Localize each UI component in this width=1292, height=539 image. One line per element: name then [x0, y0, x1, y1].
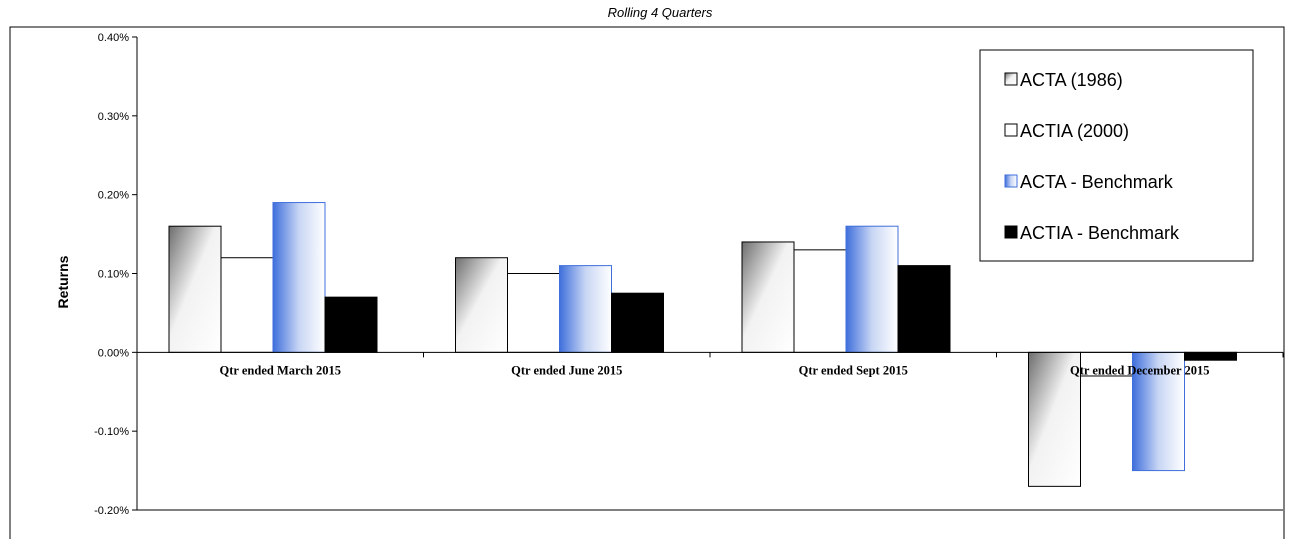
bar-4-1 [324, 296, 378, 353]
bar-1-1 [168, 225, 222, 353]
bar-1-2 [455, 257, 508, 353]
bar-2-2 [507, 273, 560, 353]
legend-label: ACTIA - Benchmark [1020, 223, 1180, 243]
y-tick-label: 0.10% [98, 269, 129, 281]
legend-box [979, 49, 1254, 262]
bar-3-4 [1132, 351, 1185, 472]
y-tick-label: 0.20% [98, 190, 129, 202]
bar-2-1 [220, 257, 274, 353]
legend: ACTA (1986) ACTIA (2000) ACTA - Benchmark A… [979, 49, 1254, 262]
bar-2-3 [793, 249, 847, 353]
legend-label: ACTA - Benchmark [1020, 172, 1174, 192]
bar-1-3 [741, 241, 795, 353]
legend-swatch [1004, 123, 1018, 137]
bar-4-4 [1184, 351, 1237, 361]
legend-swatch [1004, 72, 1018, 86]
y-axis-label: Returns [55, 255, 71, 308]
chart-title: Rolling 4 Quarters [608, 5, 713, 20]
y-tick-label: -0.20% [94, 505, 129, 517]
legend-label: ACTA (1986) [1020, 70, 1123, 90]
y-tick-label: 0.40% [98, 32, 129, 44]
y-tick-label: -0.10% [94, 426, 129, 438]
legend-swatch [1004, 174, 1018, 188]
y-tick-label: 0.30% [98, 111, 129, 123]
bar-3-2 [559, 265, 612, 353]
bar-4-2 [611, 292, 664, 353]
x-tick-label: Qtr ended March 2015 [220, 363, 341, 377]
x-tick-label: Qtr ended June 2015 [511, 363, 622, 377]
x-tick-label: Qtr ended Sept 2015 [799, 363, 908, 377]
bar-3-1 [272, 202, 326, 353]
legend-swatch [1004, 225, 1018, 239]
chart-area-border [9, 26, 1285, 539]
bar-1-4 [1028, 351, 1081, 487]
x-tick-label: Qtr ended December 2015 [1070, 363, 1209, 377]
legend-label: ACTIA (2000) [1020, 121, 1129, 141]
bar-3-3 [845, 225, 899, 353]
plot-area: 0.40% 0.30% 0.20% 0.10% 0.00% -0.10% -0.20% Qtr… [94, 32, 1284, 517]
bar-4-3 [897, 265, 951, 353]
y-tick-label: 0.00% [98, 347, 129, 359]
